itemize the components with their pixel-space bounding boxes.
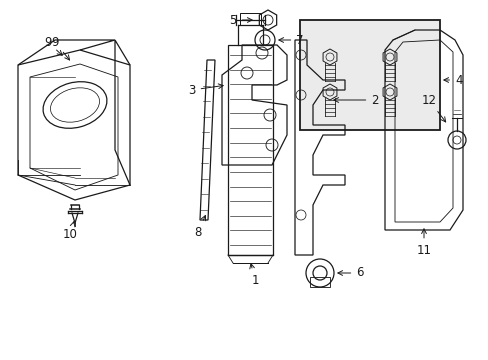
Bar xyxy=(240,13,261,25)
Text: 3: 3 xyxy=(188,84,223,96)
Text: 5: 5 xyxy=(229,14,252,27)
Text: 1: 1 xyxy=(249,264,258,287)
Bar xyxy=(309,277,329,287)
Bar xyxy=(299,20,439,130)
Text: 2: 2 xyxy=(333,94,378,107)
Text: 11: 11 xyxy=(416,229,430,256)
Text: 8: 8 xyxy=(194,216,205,239)
Text: 10: 10 xyxy=(62,222,77,242)
Text: 9: 9 xyxy=(51,36,69,60)
Text: 9: 9 xyxy=(44,36,62,55)
Text: 6: 6 xyxy=(337,266,363,279)
Text: 4: 4 xyxy=(443,73,462,86)
Text: 7: 7 xyxy=(278,33,303,46)
Text: 12: 12 xyxy=(421,94,445,122)
